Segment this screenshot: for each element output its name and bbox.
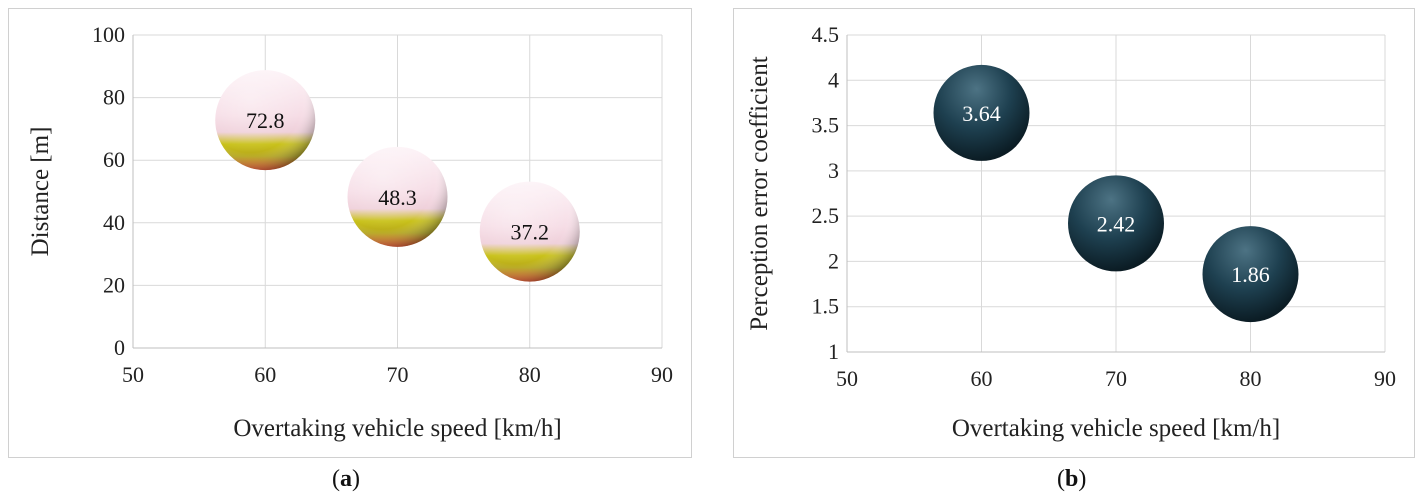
caption-b-letter: b (1065, 466, 1079, 492)
caption-b-close: ) (1078, 466, 1087, 492)
caption-a-close: ) (352, 466, 360, 492)
x-axis-label: Overtaking vehicle speed [km/h] (952, 415, 1280, 442)
y-tick-label: 4.5 (812, 22, 840, 47)
x-tick-label: 60 (971, 366, 993, 391)
y-tick-label: 60 (103, 147, 125, 172)
bubble-shading (347, 146, 448, 247)
y-tick-label: 20 (103, 272, 125, 297)
y-tick-label: 3 (828, 158, 839, 183)
chart-panel-a: 50 60 70 80 90 0 20 40 60 80 100 Overtaking vehicle… (8, 8, 692, 458)
x-tick-label: 50 (836, 366, 858, 391)
bubble-data-label: 2.42 (1097, 211, 1136, 236)
y-tick-label: 40 (103, 210, 125, 235)
caption-b-open: ( (1057, 466, 1065, 492)
y-axis-label: Distance [m] (27, 127, 54, 257)
caption-a: (a) (332, 466, 360, 493)
x-axis-label: Overtaking vehicle speed [km/h] (233, 415, 561, 442)
x-tick-label: 50 (122, 362, 144, 387)
bubble-data-label: 72.8 (246, 108, 285, 133)
x-tick-label: 90 (651, 362, 673, 387)
y-tick-label: 1 (828, 339, 839, 364)
bubble-point (933, 64, 1030, 161)
chart-b-border (733, 8, 1415, 458)
x-tick-label: 80 (519, 362, 541, 387)
chart-a-svg: 50 60 70 80 90 0 20 40 60 80 100 Overtaking vehicle… (27, 22, 673, 442)
y-tick-label: 0 (114, 335, 125, 360)
y-tick-label: 80 (103, 85, 125, 110)
bubble-shading (215, 70, 316, 171)
caption-a-letter: a (340, 466, 352, 492)
x-tick-label: 70 (1105, 366, 1127, 391)
x-tick-label: 80 (1240, 366, 1262, 391)
x-tick-label: 70 (387, 362, 409, 387)
chart-b-svg: 50 60 70 80 90 1 1.5 2 2.5 3 3.5 4 4.5 Overtaking veh… (746, 22, 1396, 442)
y-tick-label: 2.5 (812, 203, 840, 228)
caption-a-open: ( (332, 466, 340, 492)
y-tick-label: 4 (828, 67, 839, 92)
y-axis-label: Perception error coefficient (746, 56, 773, 330)
bubble-data-label: 37.2 (511, 220, 550, 245)
y-tick-label: 100 (92, 22, 125, 47)
x-tick-label: 90 (1374, 366, 1396, 391)
chart-panel-b: 50 60 70 80 90 1 1.5 2 2.5 3 3.5 4 4.5 Overtaking veh… (733, 8, 1415, 458)
caption-b: (b) (1057, 466, 1086, 493)
bubble-data-label: 3.64 (962, 101, 1001, 126)
bubble-point (1068, 175, 1164, 272)
y-tick-label: 1.5 (812, 294, 840, 319)
bubble-data-label: 48.3 (378, 185, 417, 210)
bubble-shading (479, 181, 580, 282)
x-tick-label: 60 (254, 362, 276, 387)
bubble-data-label: 1.86 (1231, 262, 1270, 287)
bubble-point (1202, 226, 1299, 323)
y-tick-label: 3.5 (812, 113, 840, 138)
y-tick-label: 2 (828, 248, 839, 273)
chart-a-border (8, 8, 692, 458)
